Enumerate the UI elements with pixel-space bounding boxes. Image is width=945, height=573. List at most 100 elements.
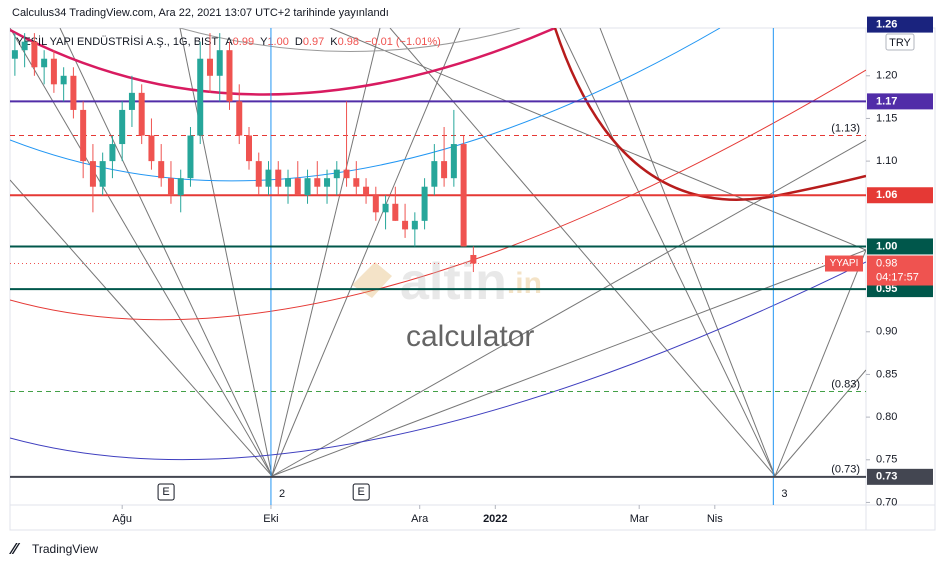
level-label: 1.26	[876, 18, 897, 30]
level-box	[867, 187, 933, 204]
candle-body	[167, 178, 174, 196]
candle-body	[372, 195, 379, 213]
last-price: 0.98	[876, 257, 897, 269]
event-box	[352, 483, 370, 501]
candle-body	[285, 178, 292, 187]
y-tick-label: 0.75	[876, 454, 897, 466]
symbol-box	[825, 255, 863, 272]
plot	[10, 28, 866, 505]
candle-body	[245, 135, 252, 162]
candle-body	[343, 169, 350, 179]
arc	[10, 69, 866, 321]
fan-line	[559, 28, 776, 477]
ohlc-value: 1.00	[267, 36, 288, 48]
candle-body	[70, 75, 77, 110]
ohlc-key: Y	[260, 36, 268, 48]
candle-body	[226, 50, 233, 102]
candle-body	[80, 109, 87, 162]
dashed-level-label: (0.83)	[831, 378, 860, 390]
candle-body	[119, 109, 126, 145]
arc	[10, 28, 556, 96]
symbol-tag: YYAPI	[830, 258, 859, 269]
dashed-level-label: (1.13)	[831, 122, 860, 134]
candle-body	[304, 178, 311, 196]
candle-body	[470, 254, 477, 264]
cycle-label: 2	[279, 488, 285, 500]
candle-body	[187, 135, 194, 179]
fan-line	[59, 28, 273, 477]
x-tick-label: Mar	[630, 513, 649, 525]
candle-body	[138, 92, 145, 136]
candle-body	[441, 161, 448, 179]
fan-line	[10, 28, 273, 477]
level-label: 1.06	[876, 189, 897, 201]
fan-line	[271, 28, 381, 477]
level-box	[867, 468, 933, 485]
symbol: YEŞİL YAPI ENDÜSTRİSİ A.Ş., 1G, BIST	[16, 35, 218, 48]
level-box	[867, 16, 933, 33]
ohlc-value: 0.99	[233, 36, 254, 48]
watermark-sub: calculator	[406, 320, 534, 353]
y-tick-label: 1.15	[876, 112, 897, 124]
candle-body	[353, 178, 360, 187]
level-label: 1.00	[876, 240, 897, 252]
arc	[553, 28, 866, 201]
level-box	[867, 93, 933, 110]
arc	[10, 261, 866, 461]
candle-body	[41, 58, 48, 68]
candle-body	[197, 58, 204, 136]
candle-body	[255, 161, 262, 187]
event-label: E	[358, 486, 365, 498]
candle-body	[294, 178, 301, 196]
domain: .in	[507, 267, 542, 300]
y-tick-label: 1.20	[876, 70, 897, 82]
fan-line	[599, 28, 776, 477]
fan-line	[389, 28, 776, 477]
cycle-label: 3	[781, 488, 787, 500]
x-tick-label: 2022	[483, 513, 507, 525]
ohlc-key: D	[295, 36, 303, 48]
candle-body	[411, 220, 418, 230]
candle-body	[148, 135, 155, 162]
candle-body	[216, 50, 223, 76]
candle-body	[89, 161, 96, 187]
x-tick-label: Eki	[263, 513, 278, 525]
candle-body	[431, 161, 438, 187]
level-label: 0.73	[876, 471, 897, 483]
level-label: 1.17	[876, 95, 897, 107]
candle-body	[60, 75, 67, 85]
candle-body	[275, 169, 282, 187]
candle-body	[128, 92, 135, 110]
candle-body	[11, 50, 18, 59]
last-price-box	[867, 255, 933, 286]
candle-body	[402, 220, 409, 230]
fan-line	[271, 28, 461, 477]
countdown: 04:17:57	[876, 271, 919, 283]
candle-body	[109, 144, 116, 162]
level-label: 0.95	[876, 283, 897, 295]
arc	[179, 28, 521, 52]
candle-body	[314, 178, 321, 187]
y-tick-label: 0.80	[876, 411, 897, 423]
footer: TradingView	[32, 542, 98, 556]
dashed-level-label: (0.73)	[831, 464, 860, 476]
candle-body	[265, 169, 272, 187]
logo-mark	[352, 262, 392, 298]
candle-body	[324, 178, 331, 187]
currency-box	[885, 33, 915, 51]
footer-logo: ⁄⁄	[9, 541, 21, 558]
candle-body	[392, 203, 399, 221]
candle-body	[21, 41, 28, 51]
publisher: Calculus34 TradingView.com, Ara 22, 2021…	[12, 7, 389, 19]
fan-line	[179, 28, 273, 477]
candle-body	[177, 178, 184, 196]
change: −0.01 (−1.01%)	[365, 36, 441, 48]
candle-body	[450, 144, 457, 179]
x-tick-label: Nis	[707, 513, 723, 525]
event-box	[157, 483, 175, 501]
fan-line	[271, 249, 866, 477]
watermark-brand: altin.in	[400, 253, 542, 311]
candle-body	[460, 144, 467, 247]
event-label: E	[162, 486, 169, 498]
